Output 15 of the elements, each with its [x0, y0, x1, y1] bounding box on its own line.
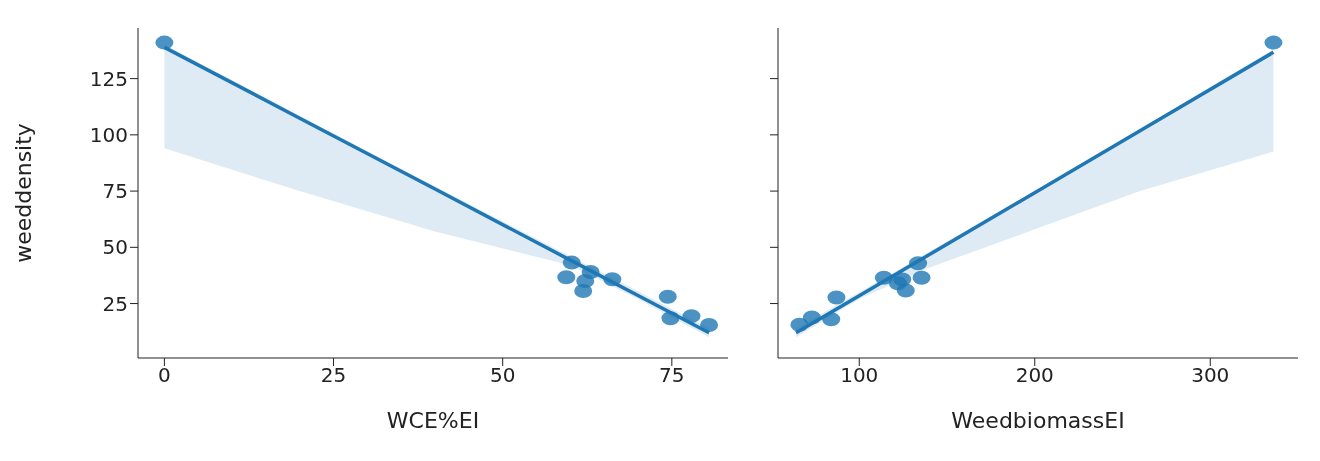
y-tick-label: 50	[102, 235, 128, 260]
x-axis-title: WeedbiomassEI	[951, 408, 1125, 433]
x-tick-label: 300	[1191, 363, 1230, 388]
x-axis-title: WCE%EI	[386, 408, 480, 433]
y-tick-label: 75	[102, 179, 128, 204]
x-tick-label: 75	[659, 363, 685, 388]
x-tick-label: 50	[489, 363, 516, 388]
x-tick-label: 0	[158, 363, 171, 388]
y-tick-label: 25	[102, 291, 128, 316]
x-tick-label: 25	[320, 363, 347, 388]
y-axis-title: weeddensity	[10, 123, 36, 263]
y-tick-label: 100	[89, 122, 128, 147]
x-tick-label: 200	[1015, 363, 1054, 388]
y-tick-label: 125	[89, 66, 128, 91]
x-tick-label: 100	[840, 363, 879, 388]
